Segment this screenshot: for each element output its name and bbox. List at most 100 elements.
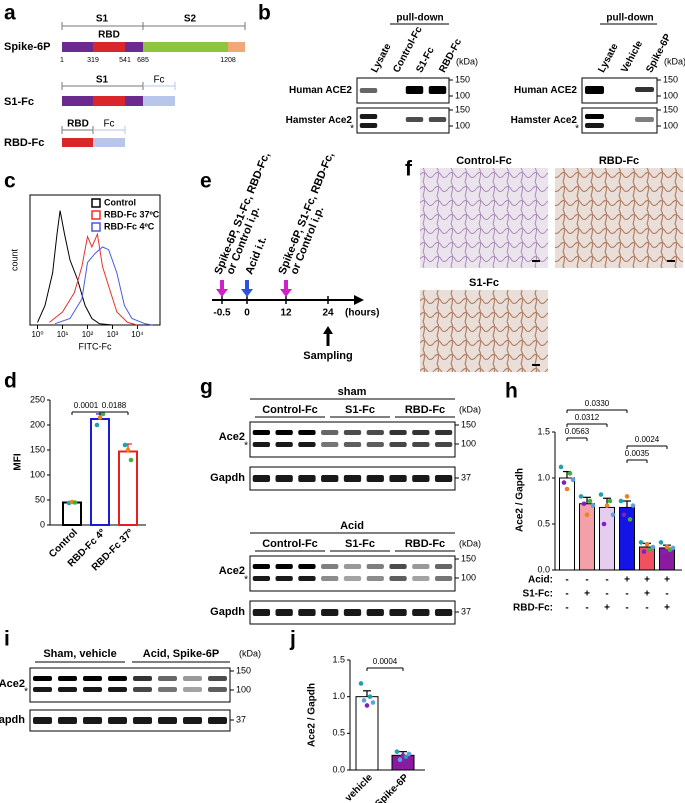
data-point (128, 457, 134, 463)
domain-segment (143, 42, 228, 52)
blot-band (33, 676, 52, 681)
blot-band (412, 475, 430, 482)
blot-band (343, 430, 362, 435)
blot-band (434, 430, 453, 435)
condition-sign: - (565, 575, 568, 586)
group-label: RBD-Fc (405, 404, 445, 416)
blot-frame (249, 421, 456, 458)
bar (118, 450, 138, 526)
bar (559, 477, 575, 571)
group-label: Control-Fc (262, 404, 318, 416)
blot-header: pull-down (606, 13, 653, 24)
blot-band (343, 609, 362, 616)
plot-frame (29, 194, 161, 326)
p-value: 0.0001 (74, 401, 99, 410)
lane-label: S1-Fc (414, 45, 437, 75)
data-point (370, 700, 376, 705)
y-tick-label: 200 (30, 419, 45, 429)
blot-band (183, 717, 202, 724)
legend-swatch (91, 210, 101, 220)
blot-band (108, 687, 127, 692)
blot-band (298, 442, 316, 447)
group-label: Control-Fc (262, 538, 318, 550)
condition-sign: - (665, 589, 668, 600)
arrow-head (216, 289, 228, 297)
row-label: Ace2 (219, 565, 245, 577)
blot-band (585, 86, 604, 94)
y-tick-label: 1.0 (332, 691, 345, 701)
blot-band (208, 717, 227, 724)
row-label: Ace2 (0, 678, 25, 690)
domain-segment (62, 96, 93, 106)
row-label: Gapdh (0, 714, 25, 726)
data-point (598, 492, 604, 497)
blot-band (635, 117, 654, 122)
arrow-head (280, 289, 292, 297)
blot-band (208, 676, 227, 681)
condition-sign: + (624, 575, 630, 586)
blot-band (366, 564, 384, 569)
marker-label: 150 (663, 74, 678, 84)
y-tick-label: 1.5 (332, 654, 345, 664)
domain-label: RBD (67, 119, 89, 130)
data-point (406, 751, 412, 757)
y-tick-label: 0.5 (537, 518, 550, 528)
panel-label: h (505, 380, 518, 403)
data-point (658, 540, 664, 545)
histogram-line (49, 232, 138, 326)
blot-band (252, 576, 271, 581)
data-point (601, 521, 607, 527)
data-point (561, 480, 567, 485)
blot-band (321, 576, 339, 581)
group-label: S1-Fc (345, 538, 375, 550)
blot-band (275, 430, 293, 435)
blot-band (434, 475, 453, 482)
condition-sign: - (645, 603, 648, 614)
marker-label: 100 (455, 90, 470, 100)
arrow-head (323, 326, 333, 334)
data-point (590, 503, 596, 508)
blot-band (412, 576, 430, 581)
blot-band (366, 442, 384, 447)
asterisk: * (350, 124, 354, 135)
unit-label: (kDa) (459, 404, 481, 414)
blot-band (83, 687, 102, 692)
p-value: 0.0188 (102, 401, 127, 410)
domain-segment (143, 96, 175, 106)
x-tick-label: 10² (82, 330, 94, 339)
blot-band (389, 576, 407, 581)
blot-band (252, 442, 271, 447)
p-value: 0.0563 (565, 427, 590, 436)
panel-label: i (4, 628, 10, 651)
y-tick-label: 0.0 (332, 764, 345, 774)
scale-bar (532, 260, 540, 262)
data-point (122, 442, 128, 448)
blot-band (275, 609, 293, 616)
residue-number: 1 (60, 57, 64, 64)
blot-band (585, 114, 604, 119)
domain-label: Fc (103, 119, 114, 130)
asterisk: * (24, 687, 28, 698)
group-label: S1-Fc (345, 404, 375, 416)
p-value: 0.0330 (585, 399, 610, 408)
residue-number: 685 (137, 57, 149, 64)
legend-swatch (91, 222, 101, 232)
x-tick-label: 10⁴ (131, 330, 144, 339)
panel-label: a (4, 2, 16, 25)
condition-sign: - (605, 575, 608, 586)
blot-band (83, 676, 102, 681)
y-tick-label: 50 (35, 494, 45, 504)
blot-band (252, 564, 271, 569)
time-label: -0.5 (213, 308, 231, 319)
row-label: Gapdh (210, 606, 245, 618)
blot-band (366, 430, 384, 435)
y-tick-label: 0.0 (537, 564, 550, 574)
panel-label: c (4, 170, 16, 193)
x-axis-label: FITC-Fc (79, 341, 112, 351)
condition-sign: - (585, 603, 588, 614)
domain-segment (228, 42, 245, 52)
y-tick-label: 1.0 (537, 472, 550, 482)
blot-band (343, 475, 362, 482)
data-point (670, 545, 676, 551)
